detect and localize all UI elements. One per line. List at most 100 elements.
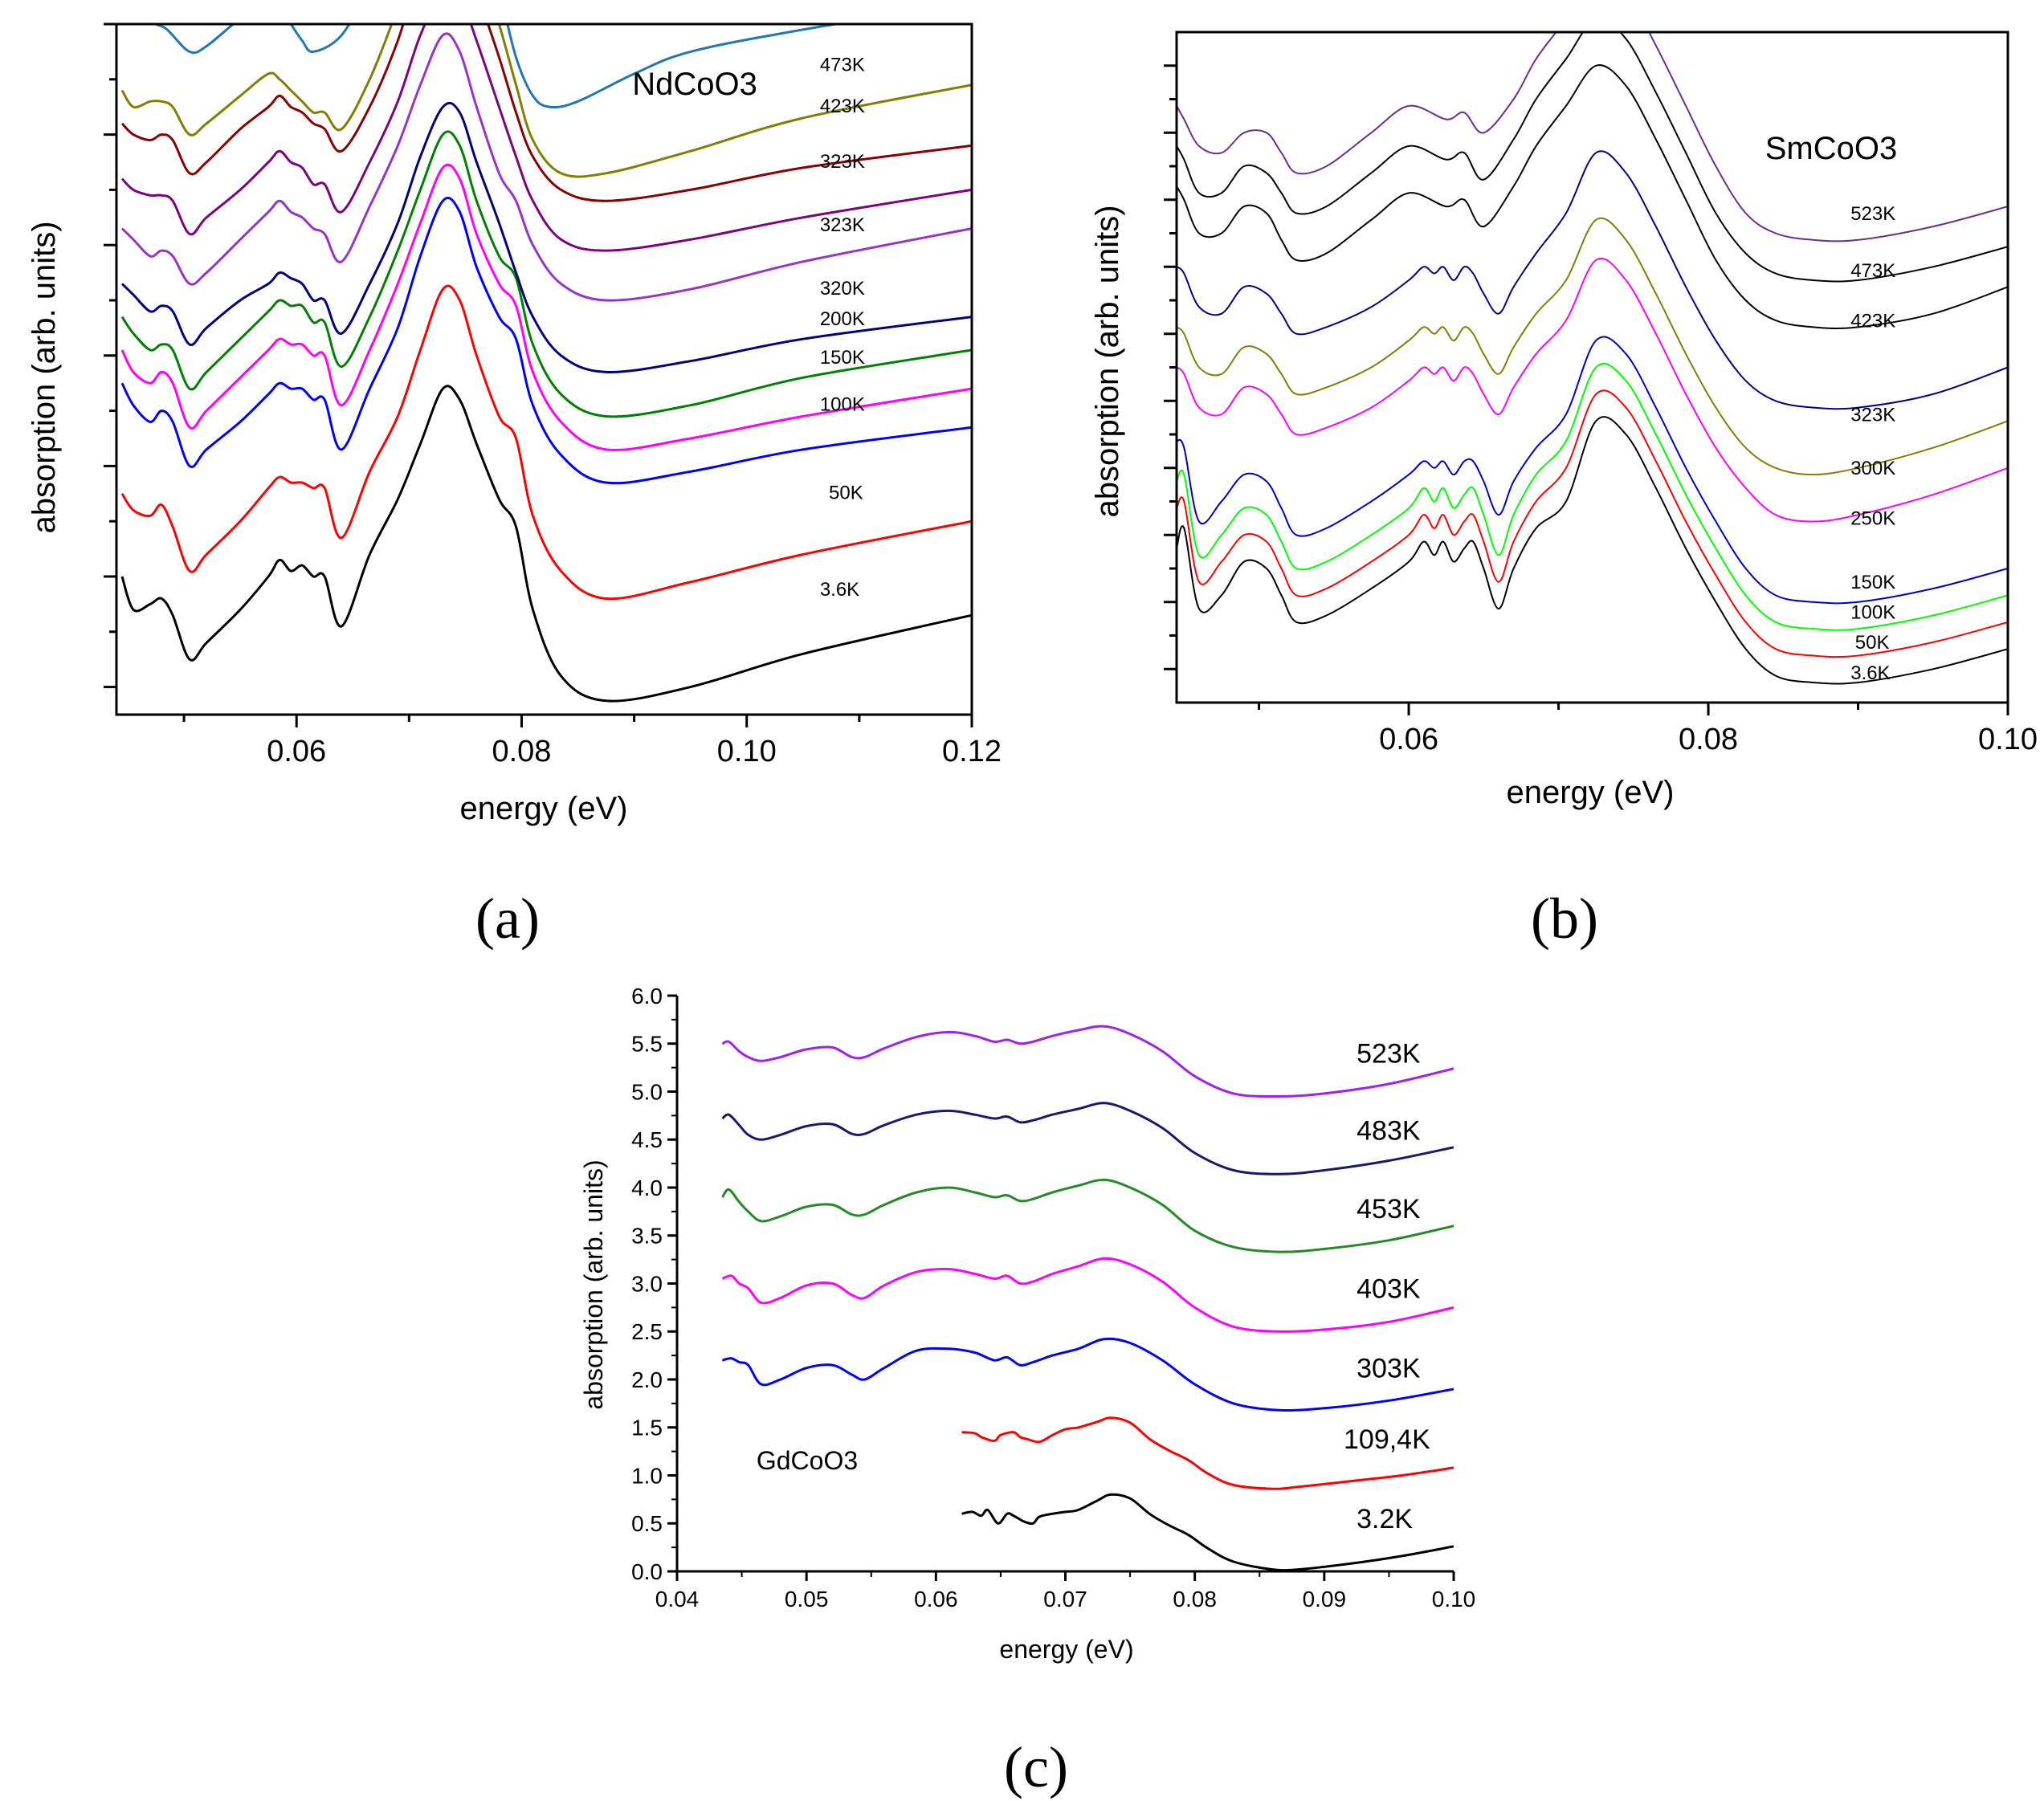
panel-b-series-line xyxy=(1177,217,2008,476)
panel-a-frame xyxy=(115,22,973,716)
panel-c-series-label: 453K xyxy=(1357,1194,1421,1224)
panel-b-series-line xyxy=(1177,32,2008,283)
panel-a-series-label: 323K xyxy=(820,214,865,236)
panel-b-annotation: SmCoO3 xyxy=(1765,131,1898,166)
panel-a-series-labels: 3.6K 50K 100K 150K 200K 320K 323K 323K 423K 473K 5… xyxy=(820,0,865,601)
panel-b-series-line xyxy=(1177,257,2008,523)
panel-a-series-line xyxy=(120,130,972,418)
panel-b-series-line xyxy=(1177,416,2008,685)
panel-b-series-label: 473K xyxy=(1850,260,1895,282)
panel-c-series-line xyxy=(961,1493,1454,1571)
panel-a-series-label: 200K xyxy=(820,308,865,330)
panel-b-axes: 0.06 0.08 0.10 xyxy=(1164,31,2038,756)
panel-a-series-label: 423K xyxy=(820,96,865,117)
panel-a-series-label: 473K xyxy=(820,54,865,75)
panel-b-x-tick-label: 0.06 xyxy=(1379,723,1438,756)
panel-c-y-tick-label: 2.5 xyxy=(631,1319,663,1344)
panel-b-series-label: 50K xyxy=(1855,632,1890,654)
panel-c-y-tick-label: 1.5 xyxy=(631,1416,663,1440)
panel-a-x-tick-label: 0.08 xyxy=(492,735,551,768)
panel-label-c: (c) xyxy=(1004,1735,1068,1799)
panel-b-series-line xyxy=(1177,362,2008,631)
panel-a-series-line xyxy=(120,284,972,601)
panel-c-x-tick-label: 0.09 xyxy=(1303,1587,1347,1612)
panel-a-series-label: 320K xyxy=(820,278,865,299)
panel-c-xlabel: energy (eV) xyxy=(999,1635,1133,1664)
panel-c-series-line xyxy=(721,1257,1454,1333)
panel-c-y-tick-label: 3.5 xyxy=(631,1224,663,1249)
panel-a-series-line xyxy=(120,101,972,374)
panel-a-series-line xyxy=(120,197,972,485)
panel-c-y-tick-label: 5.0 xyxy=(631,1079,663,1104)
panel-a-x-tick-label: 0.06 xyxy=(267,735,326,768)
panel-b-series-line xyxy=(1177,389,2008,658)
panel-a-series-label: 523K xyxy=(820,0,865,4)
panel-a-series xyxy=(120,24,972,703)
panel-label-b: (b) xyxy=(1531,886,1598,951)
panel-b-series-label: 100K xyxy=(1850,602,1895,624)
panel-c-series xyxy=(721,1025,1454,1571)
panel-b-ylabel: absorption (arb. units) xyxy=(1090,205,1125,517)
panel-b-series xyxy=(1177,32,2008,685)
panel-c-x-tick-label: 0.06 xyxy=(914,1587,958,1612)
panel-b-series-label: 323K xyxy=(1850,404,1895,426)
panel-c-y-tick-label: 0.0 xyxy=(631,1559,663,1584)
panel-b-series-label: 523K xyxy=(1850,203,1895,225)
panel-c-series-label: 523K xyxy=(1357,1039,1421,1070)
panel-a-series-label: 323K xyxy=(820,151,865,173)
panel-c-y-tick-label: 5.5 xyxy=(631,1032,663,1057)
panel-c-axes: 0.04 0.05 0.06 0.07 0.08 0.09 0.10 0.0 0.5 1.0 1.5… xyxy=(631,984,1475,1612)
panel-c-x-tick-label: 0.07 xyxy=(1043,1587,1087,1612)
panel-b-chart: 0.06 0.08 0.10 3.6K 50K 100K 150K 250K 300K 323K… xyxy=(1090,31,2038,810)
panel-c-y-tick-label: 2.0 xyxy=(631,1367,663,1392)
panel-c-y-tick-label: 4.5 xyxy=(631,1127,663,1152)
panel-c-y-tick-label: 6.0 xyxy=(631,984,663,1008)
panel-c-series-line xyxy=(961,1416,1454,1490)
panel-c-x-tick-label: 0.04 xyxy=(655,1587,700,1612)
panel-b-xlabel: energy (eV) xyxy=(1507,775,1675,810)
panel-c-series-labels: 3.2K 109,4K 303K 403K 453K 483K 523K xyxy=(1344,1039,1430,1535)
panel-c-series-line xyxy=(721,1102,1454,1176)
panel-c-series-line xyxy=(722,1337,1454,1412)
panel-c-x-tick-label: 0.10 xyxy=(1432,1587,1476,1612)
panel-c-y-tick-label: 0.5 xyxy=(631,1511,663,1536)
panel-a-ylabel: absorption (arb. units) xyxy=(27,221,62,533)
panel-c-x-tick-label: 0.08 xyxy=(1173,1587,1217,1612)
panel-a-series-line xyxy=(120,163,972,451)
panel-b-series-line xyxy=(1177,32,2008,242)
panel-a-series-line xyxy=(120,385,972,703)
panel-b-series-label: 300K xyxy=(1850,458,1895,479)
panel-c-series-line xyxy=(721,1178,1454,1253)
panel-a-series-label: 50K xyxy=(829,483,863,504)
panel-a-x-tick-label: 0.12 xyxy=(942,735,1002,768)
panel-c-chart: 0.04 0.05 0.06 0.07 0.08 0.09 0.10 0.0 0.5 1.0 1.5… xyxy=(579,984,1475,1664)
panel-b-series-label: 250K xyxy=(1850,508,1895,530)
panel-a-series-line xyxy=(120,24,972,178)
panel-c-y-tick-label: 3.0 xyxy=(631,1271,663,1296)
panel-b-series-line xyxy=(1177,64,2008,329)
panel-c-annotation: GdCoO3 xyxy=(757,1446,858,1475)
panel-a-series-line xyxy=(120,24,972,202)
panel-c-x-tick-label: 0.05 xyxy=(785,1587,829,1612)
panel-a-xlabel: energy (eV) xyxy=(460,791,628,826)
panel-c-y-tick-label: 4.0 xyxy=(631,1176,663,1200)
panel-label-a: (a) xyxy=(475,886,540,951)
panel-a-chart: 0.06 0.08 0.10 0.12 3.6K 50K 100K 150K 200K 320K… xyxy=(27,0,1002,826)
panel-a-series-label: 100K xyxy=(820,394,865,416)
panel-a-series-line xyxy=(153,24,843,109)
panel-b-x-tick-label: 0.10 xyxy=(1978,723,2038,756)
panel-a-series-line xyxy=(120,24,972,252)
panel-c-series-label: 403K xyxy=(1357,1273,1421,1304)
panel-a-series-label: 3.6K xyxy=(820,579,859,601)
panel-b-series-label: 3.6K xyxy=(1850,662,1890,684)
panel-c-series-label: 483K xyxy=(1357,1115,1421,1146)
panel-a-axes: 0.06 0.08 0.10 0.12 xyxy=(104,22,1002,768)
panel-c-series-line xyxy=(721,1025,1454,1098)
panel-b-series-label: 423K xyxy=(1850,310,1895,332)
panel-b-series-label: 150K xyxy=(1850,572,1895,593)
panel-c-series-label: 303K xyxy=(1357,1354,1421,1384)
panel-a-series-label: 150K xyxy=(820,347,865,369)
panel-a-series-line xyxy=(120,32,972,302)
